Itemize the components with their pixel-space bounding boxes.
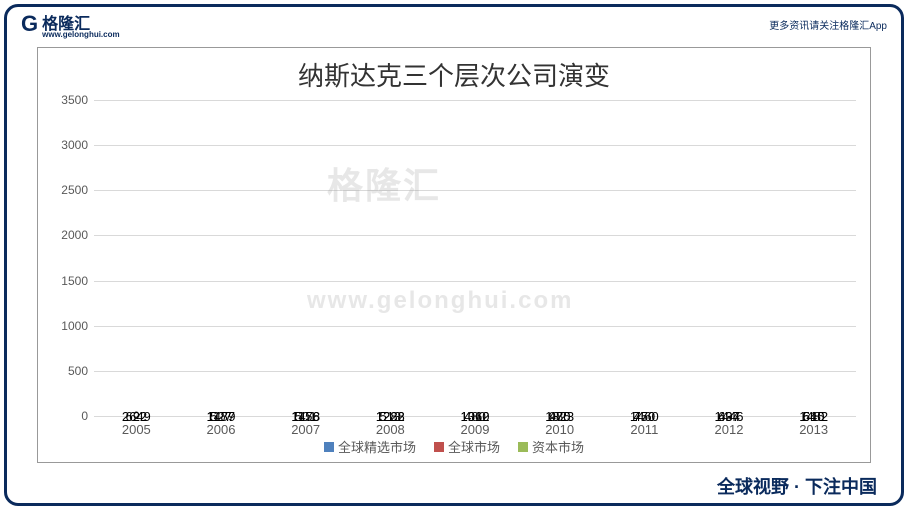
x-axis-label: 2005 (122, 422, 151, 437)
y-axis-label: 3500 (61, 93, 88, 107)
header: G 格隆汇 www.gelonghui.com 更多资讯请关注格隆汇App (21, 9, 887, 39)
y-axis-label: 0 (81, 409, 88, 423)
y-axis-label: 1000 (61, 319, 88, 333)
legend-item: 全球精选市场 (324, 437, 416, 456)
gridline (94, 326, 856, 327)
legend-item: 全球市场 (434, 437, 500, 456)
y-axis-label: 3000 (61, 138, 88, 152)
legend-label: 资本市场 (532, 437, 584, 456)
legend-swatch (434, 442, 444, 452)
legend-label: 全球精选市场 (338, 437, 416, 456)
header-tagline: 更多资讯请关注格隆汇App (769, 17, 887, 32)
plot-area: 0500100015002000250030003500026496222005… (94, 100, 856, 416)
legend: 全球精选市场 全球市场 资本市场 (38, 437, 870, 456)
gridline (94, 100, 856, 101)
y-axis-label: 1500 (61, 274, 88, 288)
y-axis-label: 2500 (61, 183, 88, 197)
chart-container: 纳斯达克三个层次公司演变 050010001500200025003000350… (37, 47, 871, 463)
legend-swatch (518, 442, 528, 452)
x-axis-label: 2008 (376, 422, 405, 437)
legend-item: 资本市场 (518, 437, 584, 456)
y-axis-label: 2000 (61, 228, 88, 242)
legend-label: 全球市场 (448, 437, 500, 456)
gridline (94, 281, 856, 282)
x-axis-label: 2010 (545, 422, 574, 437)
x-axis-label: 2012 (715, 422, 744, 437)
gridline (94, 190, 856, 191)
x-axis-label: 2011 (630, 422, 658, 437)
gridline (94, 235, 856, 236)
y-axis-label: 500 (68, 364, 88, 378)
chart-title: 纳斯达克三个层次公司演变 (38, 48, 870, 97)
x-axis-label: 2007 (291, 422, 320, 437)
gridline (94, 371, 856, 372)
legend-swatch (324, 442, 334, 452)
footer-slogan: 全球视野 · 下注中国 (717, 473, 877, 499)
frame: G 格隆汇 www.gelonghui.com 更多资讯请关注格隆汇App 纳斯… (4, 4, 904, 506)
x-axis-label: 2009 (461, 422, 490, 437)
x-axis-label: 2013 (799, 422, 828, 437)
logo-sub: www.gelonghui.com (42, 30, 119, 39)
brand-logo: G 格隆汇 www.gelonghui.com (21, 10, 120, 39)
logo-mark: G (21, 11, 38, 37)
x-axis-label: 2006 (207, 422, 236, 437)
gridline (94, 145, 856, 146)
